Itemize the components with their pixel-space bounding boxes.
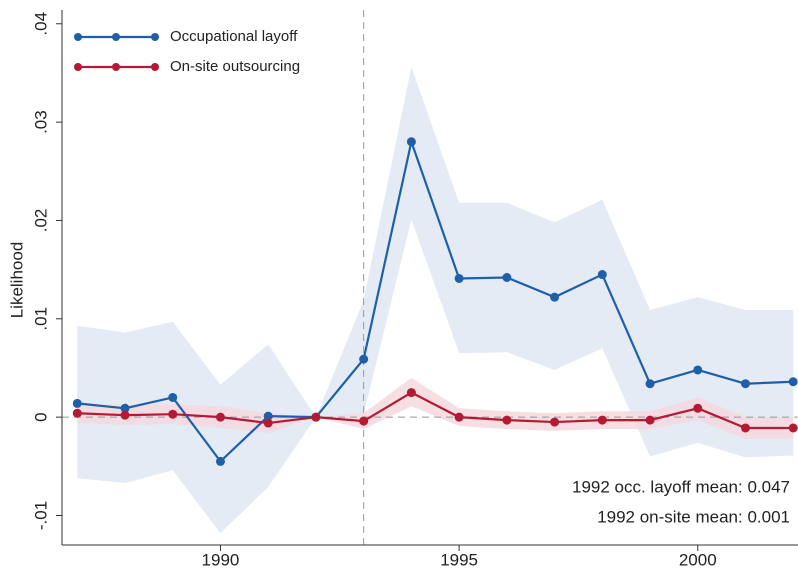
x-tick-label: 2000 — [679, 550, 717, 569]
point — [550, 292, 560, 302]
point — [550, 417, 560, 427]
series-line — [77, 137, 794, 464]
point — [645, 415, 655, 425]
legend-marker — [151, 33, 159, 41]
point — [359, 416, 369, 426]
point — [215, 456, 225, 466]
point — [693, 403, 703, 413]
y-tick-label: .02 — [31, 209, 50, 233]
annotation: 1992 on-site mean: 0.001 — [597, 507, 790, 526]
point — [215, 412, 225, 422]
x-tick-label: 1995 — [440, 550, 478, 569]
point — [311, 412, 321, 422]
point — [406, 137, 416, 147]
point — [168, 409, 178, 419]
point — [788, 423, 798, 433]
y-tick-label: .03 — [31, 110, 50, 134]
point — [406, 388, 416, 398]
point — [454, 273, 464, 283]
legend-marker — [112, 63, 120, 71]
y-axis-label: Likelihood — [7, 242, 26, 319]
y-tick-label: .01 — [31, 307, 50, 331]
confidence-band — [77, 67, 794, 534]
point — [502, 273, 512, 282]
point — [359, 354, 369, 364]
point — [740, 379, 750, 389]
confidence-band — [77, 377, 794, 439]
point — [597, 270, 607, 280]
point — [502, 415, 512, 425]
y-tick-label: 0 — [31, 412, 50, 421]
point — [168, 392, 178, 402]
y-tick-label: .04 — [31, 12, 50, 36]
point — [72, 408, 82, 418]
point — [788, 377, 798, 387]
series-line — [77, 391, 794, 430]
point — [597, 415, 607, 425]
x-tick-label: 1990 — [202, 550, 240, 569]
legend-label: On-site outsourcing — [170, 58, 300, 75]
legend-marker — [151, 63, 159, 71]
legend-marker — [112, 33, 120, 41]
point — [263, 411, 273, 421]
point — [72, 398, 82, 408]
legend-marker — [74, 33, 82, 41]
point — [454, 412, 464, 422]
point — [693, 365, 703, 375]
legend-marker — [74, 63, 82, 71]
point — [645, 379, 655, 389]
annotation: 1992 occ. layoff mean: 0.047 — [572, 477, 790, 496]
legend-label: Occupational layoff — [170, 28, 298, 45]
point — [120, 403, 130, 413]
y-tick-label: -.01 — [31, 501, 50, 530]
point — [263, 418, 273, 428]
point — [740, 423, 750, 433]
point — [120, 410, 130, 420]
